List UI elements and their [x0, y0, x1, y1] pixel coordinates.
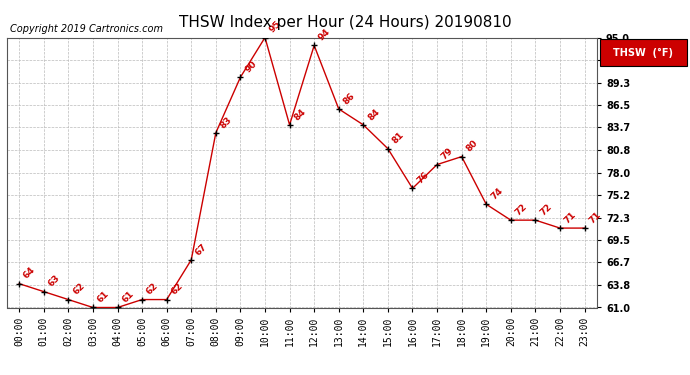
Text: 95: 95 [268, 20, 283, 35]
Text: 74: 74 [489, 186, 504, 201]
Text: 86: 86 [342, 91, 357, 106]
Text: 62: 62 [71, 282, 86, 297]
Text: 62: 62 [145, 282, 160, 297]
Text: 71: 71 [563, 210, 578, 225]
Text: 72: 72 [513, 202, 529, 217]
Text: 62: 62 [170, 282, 185, 297]
Text: 61: 61 [96, 290, 111, 305]
Text: 84: 84 [293, 107, 308, 122]
Text: 76: 76 [415, 170, 431, 186]
Text: 64: 64 [22, 266, 37, 281]
Text: 80: 80 [464, 139, 480, 154]
Text: 72: 72 [538, 202, 553, 217]
Text: 94: 94 [317, 27, 333, 43]
Text: 79: 79 [440, 146, 455, 162]
Text: 61: 61 [120, 290, 135, 305]
Text: 84: 84 [366, 107, 382, 122]
Text: 71: 71 [587, 210, 602, 225]
Text: 63: 63 [46, 274, 61, 289]
Text: Copyright 2019 Cartronics.com: Copyright 2019 Cartronics.com [10, 24, 164, 34]
Text: 90: 90 [243, 59, 258, 74]
Text: THSW  (°F): THSW (°F) [613, 48, 673, 57]
Text: THSW Index per Hour (24 Hours) 20190810: THSW Index per Hour (24 Hours) 20190810 [179, 15, 511, 30]
Text: 83: 83 [219, 115, 234, 130]
Text: 81: 81 [391, 131, 406, 146]
Text: 67: 67 [194, 242, 209, 257]
